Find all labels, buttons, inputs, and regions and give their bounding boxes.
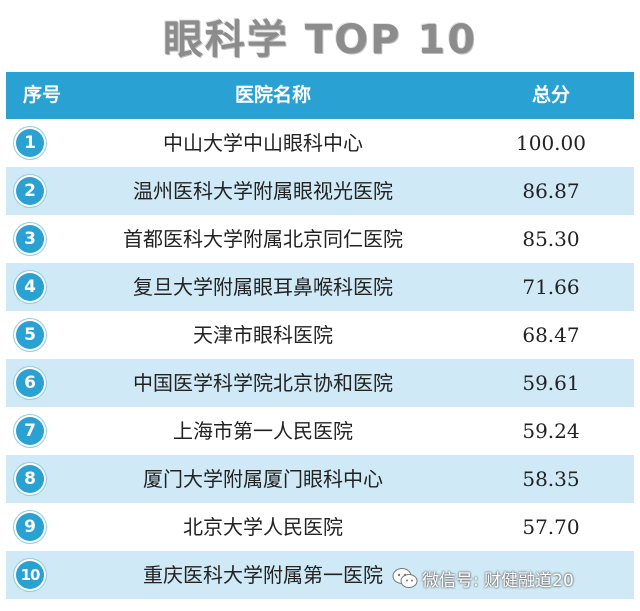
hospital-name: 厦门大学附属厦门眼科中心 [143, 467, 383, 491]
watermark: 微信号: 财健融道20 [392, 563, 574, 593]
table-row: 7 上海市第一人民医院 59.24 [6, 407, 634, 455]
score-value: 68.47 [522, 323, 580, 347]
table-row: 10 重庆医科大学附属第一医院 [6, 551, 634, 599]
rank-badge: 7 [16, 417, 44, 445]
header-hospital-name: 医院名称 [234, 84, 311, 106]
table-row: 2 温州医科大学附属眼视光医院 86.87 [6, 167, 634, 215]
hospital-name: 上海市第一人民医院 [173, 419, 353, 443]
table-row: 3 首都医科大学附属北京同仁医院 85.30 [6, 215, 634, 263]
score-value: 59.24 [522, 419, 580, 443]
hospital-name: 首都医科大学附属北京同仁医院 [123, 227, 403, 251]
rank-badge: 2 [16, 177, 44, 205]
rank-badge: 3 [16, 225, 44, 253]
header-rank: 序号 [22, 84, 61, 106]
hospital-name: 北京大学人民医院 [183, 515, 343, 539]
wechat-icon [392, 568, 418, 588]
hospital-name: 中山大学中山眼科中心 [163, 131, 363, 155]
rank-badge: 1 [16, 129, 44, 157]
score-value: 71.66 [522, 275, 580, 299]
rank-badge: 5 [16, 321, 44, 349]
rank-badge: 6 [16, 369, 44, 397]
rank-badge: 10 [16, 561, 44, 589]
hospital-name: 中国医学科学院北京协和医院 [133, 371, 393, 395]
watermark-text: 微信号: 财健融道20 [422, 570, 574, 591]
score-value: 85.30 [522, 227, 580, 251]
table-row: 1 中山大学中山眼科中心 100.00 [6, 119, 634, 167]
ranking-table: 序号 医院名称 总分 1 中山大学中山眼科中心 100.00 2 温州医科大学附… [6, 72, 634, 611]
table-header: 序号 医院名称 总分 [6, 72, 634, 119]
score-value: 100.00 [516, 131, 586, 155]
rank-badge: 4 [16, 273, 44, 301]
table-row: 9 北京大学人民医院 57.70 [6, 503, 634, 551]
hospital-name: 重庆医科大学附属第一医院 [143, 563, 383, 587]
table-row: 6 中国医学科学院北京协和医院 59.61 [6, 359, 634, 407]
score-value: 59.61 [522, 371, 580, 395]
rank-badge: 9 [16, 513, 44, 541]
header-score: 总分 [531, 84, 570, 106]
score-value: 86.87 [522, 179, 580, 203]
hospital-name: 温州医科大学附属眼视光医院 [133, 179, 393, 203]
score-value: 57.70 [522, 515, 580, 539]
hospital-name: 天津市眼科医院 [193, 323, 333, 347]
table-row: 8 厦门大学附属厦门眼科中心 58.35 [6, 455, 634, 503]
table-row: 4 复旦大学附属眼耳鼻喉科医院 71.66 [6, 263, 634, 311]
rank-badge: 8 [16, 465, 44, 493]
table-row: 5 天津市眼科医院 68.47 [6, 311, 634, 359]
score-value: 58.35 [522, 467, 580, 491]
hospital-name: 复旦大学附属眼耳鼻喉科医院 [133, 275, 393, 299]
page-title: 眼科学 TOP 10 [162, 17, 478, 63]
